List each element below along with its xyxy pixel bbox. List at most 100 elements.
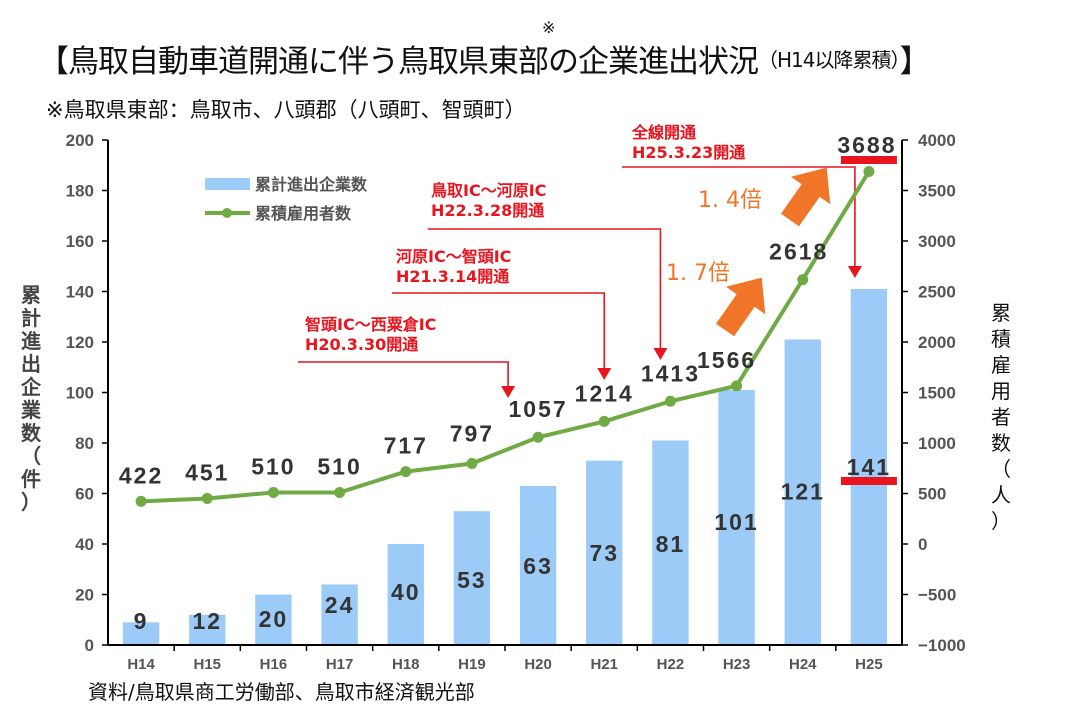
employee-value-label: 510 bbox=[317, 453, 361, 479]
down-arrow-icon bbox=[501, 386, 516, 398]
employee-marker-H25 bbox=[863, 166, 875, 178]
employee-value-label: 1566 bbox=[697, 347, 756, 373]
y-left-tick-label: 140 bbox=[66, 283, 94, 302]
opening-annotation-leader bbox=[622, 166, 856, 268]
opening-annotation-leader bbox=[392, 292, 606, 370]
employee-value-label: 3688 bbox=[837, 132, 896, 158]
title-footnote-mark: ※ bbox=[542, 18, 556, 37]
bar-H17 bbox=[321, 584, 358, 645]
employee-marker-H19 bbox=[466, 458, 478, 470]
employee-value-label: 2618 bbox=[769, 239, 828, 265]
y-right-tick-label: 2500 bbox=[918, 283, 956, 302]
highlight-141 bbox=[840, 477, 897, 485]
opening-annotation-line2: H22.3.28開通 bbox=[431, 201, 544, 220]
opening-annotation-leader bbox=[428, 228, 662, 350]
growth-arrow-icon bbox=[780, 167, 831, 227]
bar-H22 bbox=[652, 440, 689, 645]
bar-H14 bbox=[122, 622, 160, 645]
page-title: 【鳥取自動車道開通に伴う鳥取県東部の企業進出状況（H14以降累積）】 bbox=[38, 36, 931, 81]
opening-annotation-line2: H25.3.23開通 bbox=[632, 143, 745, 162]
company-value-label: 9 bbox=[134, 608, 149, 634]
employee-marker-H14 bbox=[135, 495, 147, 507]
y-right-tick-label: 2000 bbox=[918, 333, 956, 352]
growth-arrow-icon bbox=[715, 277, 766, 337]
company-value-label: 73 bbox=[589, 540, 619, 566]
bar-H20 bbox=[519, 485, 557, 645]
employee-marker-H20 bbox=[532, 431, 544, 443]
x-tick-label: H18 bbox=[392, 656, 420, 673]
opening-annotation-line1: 全線開通 bbox=[631, 123, 696, 142]
opening-annotation-leader bbox=[298, 361, 509, 388]
x-tick-label: H20 bbox=[524, 656, 552, 673]
bar-H23 bbox=[718, 389, 755, 645]
y-left-tick-label: 180 bbox=[66, 182, 94, 201]
employee-marker-H16 bbox=[267, 486, 279, 498]
y-right-tick-label: 500 bbox=[918, 485, 946, 504]
x-tick-label: H19 bbox=[458, 656, 486, 673]
y-axis-left-title: 累計進出企業数（件） bbox=[20, 283, 42, 514]
y-right-tick-label: 1500 bbox=[918, 384, 956, 403]
x-tick-label: H22 bbox=[657, 656, 685, 673]
y-right-tick-label: 4000 bbox=[918, 131, 956, 150]
x-tick-label: H16 bbox=[260, 656, 288, 673]
opening-annotation-line1: 河原IC～智頭IC bbox=[396, 247, 511, 266]
company-value-label: 81 bbox=[656, 531, 686, 557]
employee-value-label: 1413 bbox=[641, 360, 700, 386]
bar-H19 bbox=[453, 511, 491, 645]
opening-annotation-line1: 鳥取IC～河原IC bbox=[431, 181, 546, 200]
company-value-label: 53 bbox=[457, 567, 487, 593]
company-value-label: 20 bbox=[259, 606, 289, 632]
title-close: 】 bbox=[899, 44, 931, 80]
y-right-tick-label: 1000 bbox=[918, 434, 956, 453]
x-tick-label: H15 bbox=[193, 656, 221, 673]
opening-annotation-line2: H20.3.30開通 bbox=[305, 335, 418, 354]
employee-value-label: 451 bbox=[185, 459, 229, 485]
y-right-tick-label: −1000 bbox=[918, 636, 966, 655]
x-tick-label: H14 bbox=[127, 656, 155, 673]
down-arrow-icon bbox=[847, 266, 862, 278]
legend-swatch-marker bbox=[222, 208, 232, 218]
title-suffix: （H14以降累積） bbox=[758, 48, 900, 72]
highlight-3688 bbox=[840, 156, 897, 164]
employee-value-label: 422 bbox=[119, 462, 163, 488]
opening-annotation-line2: H21.3.14開通 bbox=[396, 267, 509, 286]
opening-annotation-line1: 智頭IC～西粟倉IC bbox=[305, 315, 436, 334]
title-main: 【鳥取自動車道開通に伴う鳥取県東部の企業進出状況 bbox=[38, 44, 759, 80]
employee-marker-H22 bbox=[664, 395, 676, 407]
legend-label-line: 累積雇用者数 bbox=[255, 204, 352, 223]
x-tick-label: H23 bbox=[723, 656, 751, 673]
bar-H18 bbox=[387, 544, 424, 645]
employee-value-label: 1214 bbox=[575, 380, 634, 406]
employee-marker-H23 bbox=[731, 380, 743, 392]
y-left-tick-label: 200 bbox=[66, 131, 94, 150]
y-left-tick-label: 20 bbox=[75, 586, 94, 605]
employee-marker-H17 bbox=[334, 486, 346, 498]
company-value-label: 63 bbox=[523, 553, 553, 579]
y-axis-right-title: 累積雇用者数（人） bbox=[991, 301, 1011, 533]
employee-line bbox=[140, 170, 871, 504]
x-tick-label: H17 bbox=[326, 656, 354, 673]
x-tick-label: H21 bbox=[590, 656, 618, 673]
bar-H24 bbox=[784, 339, 821, 645]
y-left-tick-label: 100 bbox=[66, 384, 94, 403]
region-note: ※鳥取県東部：鳥取市、八頭郡（八頭町、智頭町） bbox=[46, 98, 526, 122]
bar-H21 bbox=[586, 460, 623, 645]
employee-value-label: 797 bbox=[450, 421, 494, 447]
bar-H15 bbox=[189, 614, 226, 645]
y-left-tick-label: 60 bbox=[75, 485, 94, 504]
employee-value-label: 717 bbox=[384, 433, 428, 459]
x-tick-label: H25 bbox=[855, 656, 883, 673]
company-value-label: 24 bbox=[325, 592, 355, 618]
employee-marker-H24 bbox=[797, 274, 809, 286]
employee-marker-H18 bbox=[400, 466, 412, 478]
company-value-label: 101 bbox=[714, 509, 758, 535]
company-value-label: 141 bbox=[847, 454, 891, 480]
y-left-tick-label: 160 bbox=[66, 232, 94, 251]
bar-H25 bbox=[850, 288, 888, 645]
down-arrow-icon bbox=[653, 348, 668, 360]
bar-H16 bbox=[255, 594, 292, 645]
y-right-tick-label: 0 bbox=[918, 535, 927, 554]
growth-multiplier-label: 1. 7倍 bbox=[666, 261, 730, 286]
x-tick-label: H24 bbox=[789, 656, 817, 673]
